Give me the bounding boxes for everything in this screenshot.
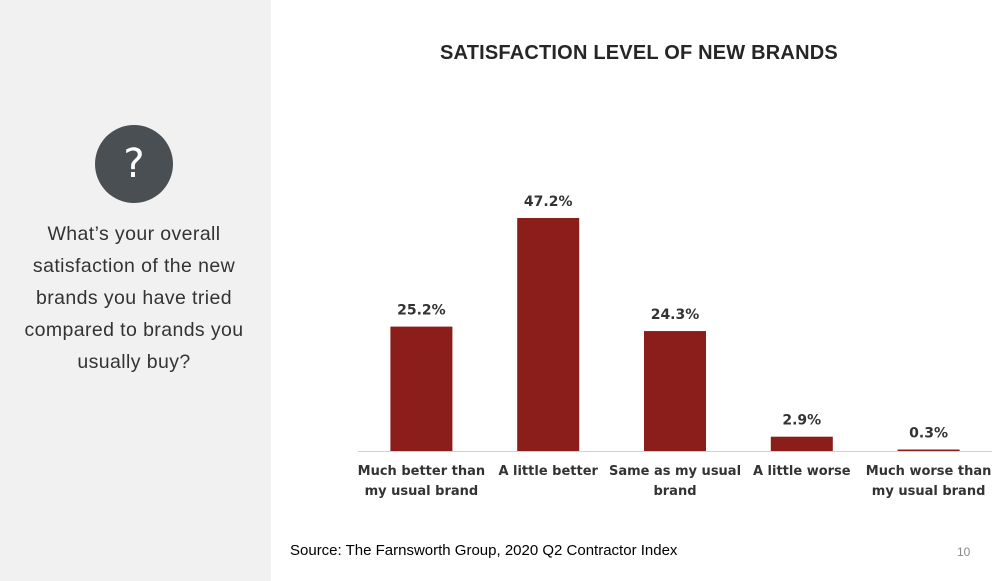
data-label: 2.9% [782, 413, 821, 429]
bar [644, 331, 706, 451]
question-line: satisfaction of the new [32, 255, 236, 277]
category-label: Much worse than [866, 464, 992, 479]
category-label: my usual brand [365, 484, 479, 499]
bar [390, 326, 453, 451]
bar [897, 449, 960, 451]
source-note: Source: The Farnsworth Group, 2020 Q2 Co… [290, 542, 678, 559]
category-label: Much better than [358, 464, 485, 479]
question-mark-icon: ? [95, 125, 173, 203]
category-label: A little better [498, 464, 598, 479]
question-line: usually buy? [77, 351, 191, 373]
category-label: my usual brand [872, 484, 986, 499]
question-text: What’s your overall satisfaction of the … [8, 218, 260, 378]
category-label: Same as my usual [609, 464, 741, 479]
bar [517, 218, 580, 451]
page-number: 10 [957, 545, 971, 559]
data-label: 24.3% [651, 307, 700, 323]
question-line: brands you have tried [36, 287, 232, 309]
data-label: 25.2% [397, 303, 446, 319]
data-label: 0.3% [909, 426, 948, 442]
category-label: brand [653, 484, 696, 499]
data-label: 47.2% [524, 194, 573, 210]
bar [770, 436, 833, 451]
question-line: What’s your overall [47, 223, 221, 245]
chart-title: SATISFACTION LEVEL OF NEW BRANDS [440, 42, 838, 64]
question-panel: ? What’s your overall satisfaction of th… [0, 0, 271, 581]
category-label: A little worse [753, 464, 851, 479]
question-line: compared to brands you [24, 319, 244, 341]
